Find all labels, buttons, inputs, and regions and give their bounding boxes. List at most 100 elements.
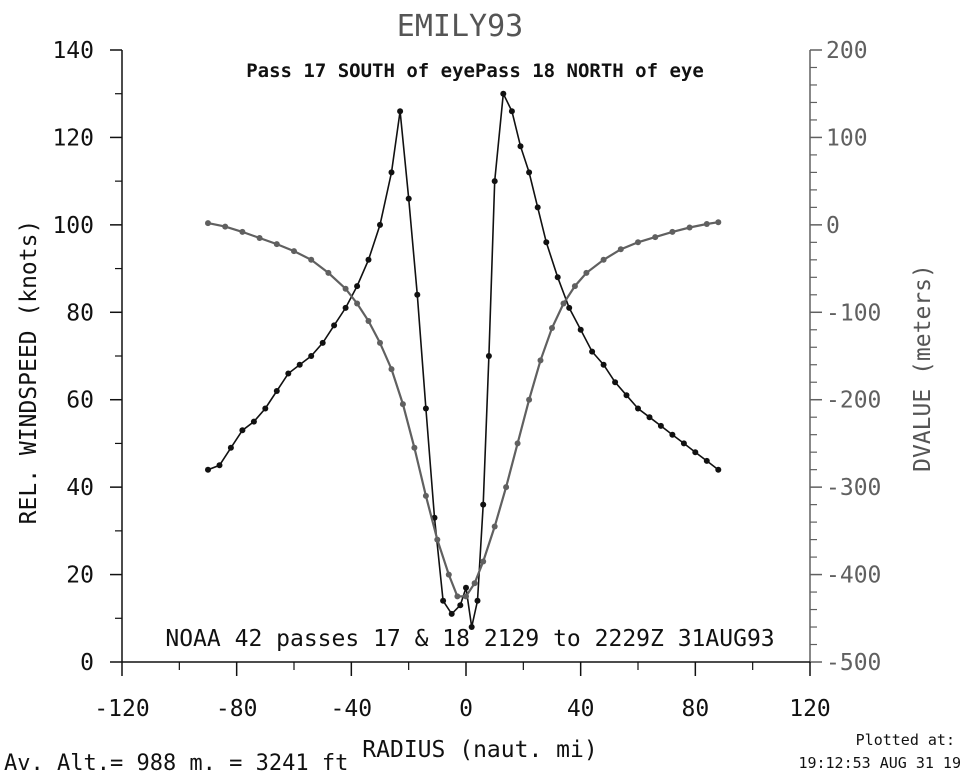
x-tick-label: 120 <box>789 696 831 722</box>
data-point-windspeed <box>646 414 653 421</box>
data-point-windspeed <box>296 361 303 368</box>
x-tick-label: -40 <box>331 696 373 722</box>
data-point-windspeed <box>703 457 710 464</box>
x-tick-label: -80 <box>216 696 258 722</box>
data-point-dvalue <box>471 580 478 587</box>
data-point-windspeed <box>331 322 338 329</box>
data-point-windspeed <box>414 291 421 298</box>
data-point-dvalue <box>669 228 676 235</box>
data-point-dvalue <box>256 235 263 241</box>
right-tick-label: -400 <box>826 563 881 589</box>
x-tick-label: 0 <box>459 696 473 722</box>
data-point-dvalue <box>491 523 498 530</box>
average-altitude-text: Av. Alt.= 988 m. = 3241 ft <box>4 751 348 772</box>
data-point-windspeed <box>680 440 687 447</box>
data-point-windspeed <box>480 501 487 508</box>
data-point-windspeed <box>589 348 596 355</box>
left-tick-label: 120 <box>52 125 94 151</box>
data-point-dvalue <box>388 366 395 373</box>
data-point-windspeed <box>227 444 234 451</box>
data-point-windspeed <box>491 178 498 185</box>
left-tick-label: 60 <box>66 388 94 414</box>
data-point-windspeed <box>669 431 676 438</box>
x-tick-label: -120 <box>94 696 149 722</box>
data-point-windspeed <box>566 304 573 311</box>
data-point-dvalue <box>617 246 624 253</box>
left-tick-label: 80 <box>66 300 94 326</box>
data-point-dvalue <box>526 396 533 403</box>
data-point-dvalue <box>715 219 722 226</box>
data-point-windspeed <box>457 602 464 609</box>
data-point-windspeed <box>485 353 492 359</box>
data-point-dvalue <box>480 558 487 565</box>
x-tick-label: 80 <box>681 696 709 722</box>
data-point-windspeed <box>342 304 349 311</box>
chart-annotation: NOAA 42 passes 17 & 18 2129 to 2229Z 31A… <box>165 626 774 652</box>
data-point-windspeed <box>319 339 326 346</box>
data-point-dvalue <box>454 593 461 600</box>
right-tick-label: 100 <box>826 125 868 151</box>
right-tick-label: 200 <box>826 38 868 64</box>
right-tick-label: -200 <box>826 388 881 414</box>
data-point-dvalue <box>652 234 659 241</box>
data-point-dvalue <box>560 300 567 307</box>
data-point-dvalue <box>703 221 710 227</box>
data-point-dvalue <box>635 239 641 246</box>
data-point-windspeed <box>250 418 257 425</box>
data-point-windspeed <box>354 283 361 290</box>
data-point-windspeed <box>388 169 395 176</box>
data-point-dvalue <box>342 285 349 292</box>
right-tick-label: 0 <box>826 213 840 239</box>
right-tick-label: -300 <box>826 475 881 501</box>
data-point-windspeed <box>405 195 412 202</box>
data-point-windspeed <box>285 370 292 377</box>
data-point-dvalue <box>514 440 521 447</box>
left-tick-label: 0 <box>80 650 94 676</box>
data-point-dvalue <box>291 248 297 255</box>
data-point-dvalue <box>365 318 372 324</box>
data-point-dvalue <box>422 492 429 499</box>
data-point-windspeed <box>600 361 607 368</box>
left-tick-label: 100 <box>52 213 94 239</box>
data-point-windspeed <box>657 422 664 429</box>
series-line-windspeed <box>207 90 719 628</box>
data-point-windspeed <box>554 274 561 281</box>
data-point-dvalue <box>537 357 544 364</box>
right-tick-label: -500 <box>826 650 881 676</box>
left-tick-label: 40 <box>66 475 94 501</box>
data-point-windspeed <box>216 462 223 469</box>
data-point-windspeed <box>262 405 269 412</box>
data-point-dvalue <box>503 484 510 491</box>
data-point-windspeed <box>623 392 630 399</box>
data-point-windspeed <box>448 610 455 617</box>
data-point-dvalue <box>600 256 607 263</box>
left-tick-label: 140 <box>52 38 94 64</box>
data-point-windspeed <box>612 379 619 386</box>
data-point-dvalue <box>222 223 229 230</box>
data-point-dvalue <box>239 228 246 235</box>
data-point-dvalue <box>325 269 332 276</box>
plotted-at-label: Plotted at: <box>856 731 955 749</box>
data-point-windspeed <box>365 256 372 263</box>
series-line-dvalue <box>207 221 719 598</box>
data-point-dvalue <box>549 325 555 331</box>
plotted-at-timestamp: 19:12:53 AUG 31 19 <box>798 754 961 772</box>
data-point-windspeed <box>508 108 515 115</box>
data-point-windspeed <box>474 597 481 604</box>
data-point-windspeed <box>377 221 383 228</box>
data-point-windspeed <box>692 449 699 456</box>
data-point-windspeed <box>468 624 475 630</box>
data-point-windspeed <box>239 427 246 434</box>
chart-title: EMILY93 <box>397 9 523 44</box>
data-point-windspeed <box>517 143 524 150</box>
data-point-windspeed <box>440 597 447 604</box>
data-point-windspeed <box>543 239 550 246</box>
data-point-windspeed <box>534 204 541 211</box>
data-point-dvalue <box>411 444 418 451</box>
data-point-dvalue <box>445 571 452 578</box>
data-point-dvalue <box>463 593 469 600</box>
data-point-windspeed <box>273 388 280 394</box>
data-point-windspeed <box>715 466 722 473</box>
data-point-dvalue <box>434 536 441 543</box>
